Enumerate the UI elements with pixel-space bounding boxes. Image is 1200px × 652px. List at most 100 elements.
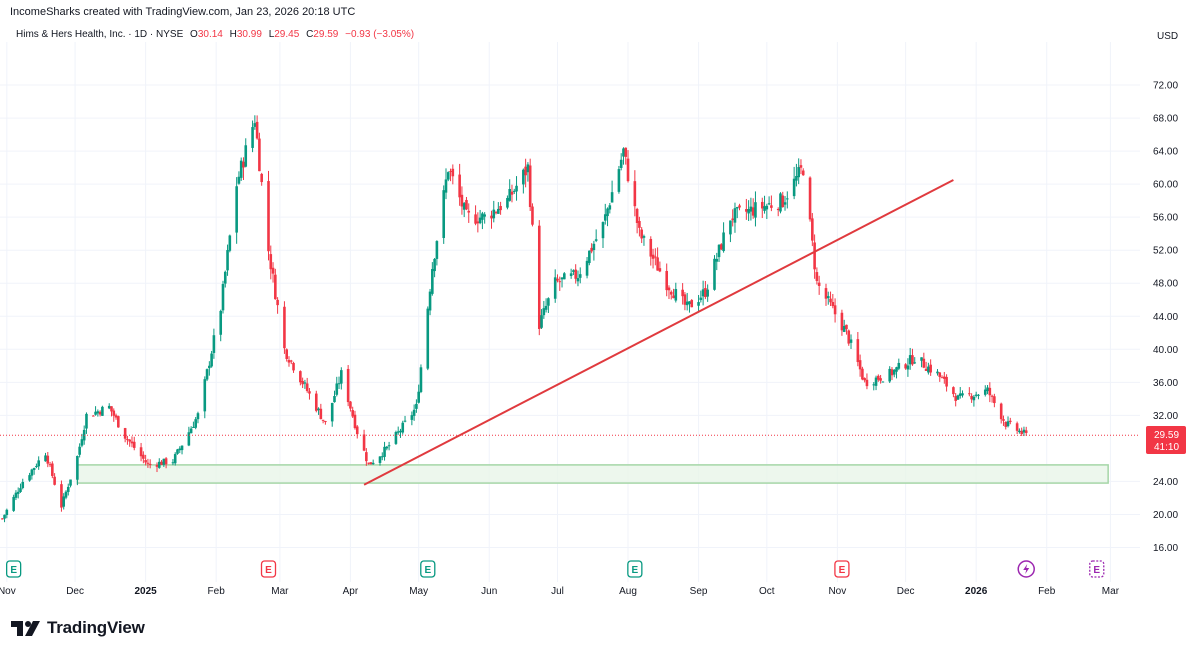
candle-body	[865, 379, 869, 387]
candle-body	[993, 396, 996, 404]
candle-body	[308, 391, 311, 394]
time-axis[interactable]: Nov Dec 2025 Feb Mar Apr May Jun Jul Aug Sep Oct Nov…	[0, 586, 1120, 597]
earnings-marker-icon: E	[1089, 560, 1105, 578]
candle-body	[667, 287, 671, 291]
candle-body	[792, 178, 796, 197]
x-tick-label: Dec	[897, 586, 915, 597]
candle-body	[130, 441, 134, 444]
candle-body	[317, 408, 320, 411]
candle-body	[221, 284, 225, 311]
candle-body	[945, 376, 948, 387]
candle-body	[770, 205, 773, 208]
candle-body	[474, 214, 477, 224]
candle-body	[178, 448, 182, 451]
candle-body	[842, 325, 846, 332]
candle-body	[833, 305, 837, 315]
candle-body	[492, 209, 496, 219]
candle-body	[508, 188, 512, 201]
dividend-marker-icon	[1017, 560, 1035, 578]
candle-body	[239, 160, 243, 178]
candle-body	[542, 308, 546, 316]
candle-body	[444, 179, 448, 193]
candle-body	[904, 364, 907, 369]
candle-body	[801, 170, 805, 176]
candle-body	[669, 291, 673, 295]
candle-body	[720, 244, 723, 250]
close-value: 29.59	[313, 29, 339, 40]
candle-body	[267, 181, 270, 252]
candle-body	[706, 289, 709, 297]
y-tick-label: 64.00	[1153, 147, 1178, 158]
y-tick-label: 24.00	[1153, 477, 1178, 488]
candle-body	[954, 395, 957, 401]
y-tick-label: 36.00	[1153, 378, 1178, 389]
candle-body	[656, 257, 659, 271]
candle-body	[269, 254, 273, 270]
y-tick-label: 32.00	[1153, 411, 1178, 422]
candle-body	[974, 394, 978, 396]
candle-body	[729, 220, 732, 235]
candle-body	[563, 273, 566, 280]
candle-body	[888, 368, 892, 382]
candle-body	[986, 387, 989, 392]
candle-body	[85, 413, 88, 429]
candle-body	[44, 455, 47, 462]
candle-body	[435, 241, 439, 259]
candle-body	[321, 419, 325, 421]
candle-body	[754, 202, 757, 218]
x-tick-label: Oct	[759, 586, 775, 597]
y-tick-label: 60.00	[1153, 180, 1178, 191]
candle-body	[911, 355, 914, 365]
y-tick-label: 16.00	[1153, 543, 1178, 554]
candle-body	[419, 367, 423, 392]
y-tick-label: 48.00	[1153, 279, 1178, 290]
candle-body	[483, 214, 486, 217]
candle-body	[940, 377, 944, 379]
candle-body	[235, 186, 238, 233]
earnings-marker-letter: E	[1093, 565, 1100, 576]
candle-body	[146, 462, 150, 464]
candle-body	[481, 213, 484, 220]
x-tick-label: Feb	[1038, 586, 1056, 597]
candle-body	[983, 389, 987, 395]
candle-body	[654, 256, 657, 258]
candle-body	[0, 518, 4, 520]
candle-body	[367, 462, 370, 464]
candle-body	[101, 406, 104, 416]
candle-body	[849, 339, 853, 343]
candle-body	[274, 274, 277, 300]
candle-body	[1002, 419, 1005, 421]
earnings-marker-letter: E	[10, 565, 17, 576]
candle-body	[760, 201, 764, 209]
candle-body	[990, 395, 994, 397]
candle-body	[219, 310, 223, 335]
x-tick-label: Sep	[690, 586, 708, 597]
candle-body	[786, 198, 789, 200]
candle-body	[32, 468, 36, 470]
candle-body	[371, 462, 375, 465]
candle-body	[924, 368, 928, 371]
candle-body	[96, 411, 100, 414]
low-value: 29.45	[274, 29, 300, 40]
candle-body	[112, 410, 116, 416]
candle-body	[385, 446, 389, 449]
candle-body	[847, 330, 851, 344]
price-axis[interactable]: USD 72.00 68.00 64.00 60.00 56.00 52.00 48.00 4…	[1153, 31, 1178, 554]
candle-body	[540, 315, 543, 328]
candle-body	[14, 492, 18, 498]
support-zone[interactable]	[76, 464, 1109, 484]
candle-body	[305, 383, 309, 391]
candle-body	[735, 207, 739, 209]
candle-body	[132, 441, 136, 448]
candle-body	[458, 174, 461, 198]
candle-body	[64, 491, 68, 498]
trendline[interactable]	[363, 179, 954, 486]
candle-body	[840, 312, 844, 331]
candle-body	[478, 217, 482, 224]
candle-body	[355, 426, 359, 435]
candle-body	[506, 198, 509, 208]
earnings-marker-box	[6, 560, 22, 578]
candle-body	[66, 486, 70, 492]
